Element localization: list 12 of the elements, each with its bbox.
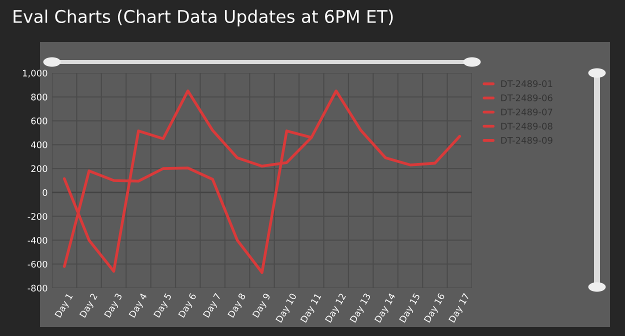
line-series bbox=[62, 90, 462, 273]
y-tick-label: -800 bbox=[28, 284, 48, 292]
chart-title: Eval Charts (Chart Data Updates at 6PM ET) bbox=[14, 10, 393, 26]
y-tick-label: 800 bbox=[31, 94, 48, 100]
y-tick-label: 0 bbox=[42, 189, 48, 196]
y-tick-label: 600 bbox=[31, 118, 48, 124]
y-tick-label: -400 bbox=[28, 236, 48, 244]
y-tick-label: -600 bbox=[28, 260, 48, 268]
y-tick-label: 200 bbox=[31, 165, 48, 172]
y-tick-label: 400 bbox=[31, 141, 48, 148]
y-tick-label: 1,000 bbox=[22, 70, 48, 78]
y-tick-label: -200 bbox=[28, 213, 48, 220]
